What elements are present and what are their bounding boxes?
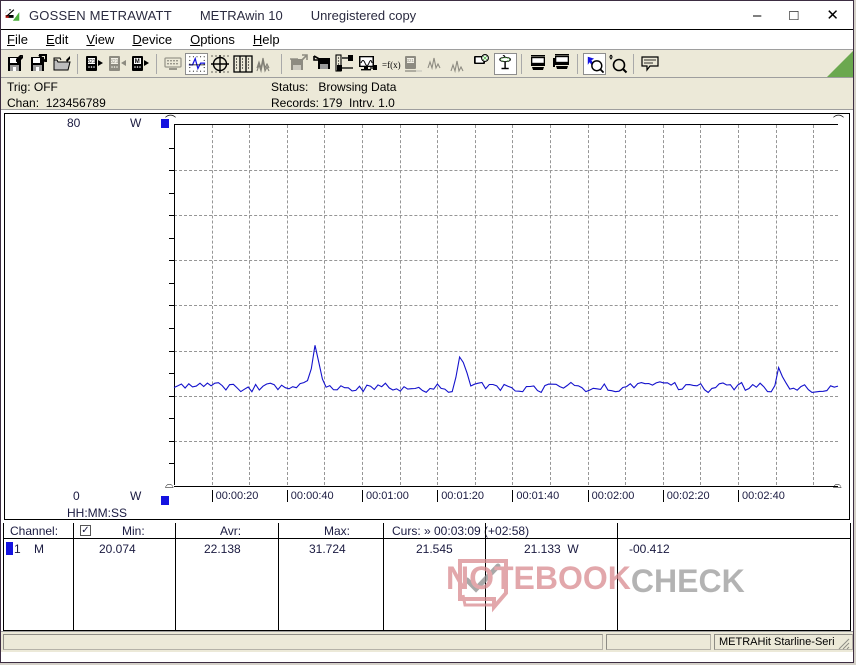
svg-text:M: M: [134, 59, 139, 65]
svg-text:321: 321: [406, 58, 414, 63]
svg-text:=f(x): =f(x): [382, 60, 401, 70]
svg-text:321: 321: [110, 59, 119, 65]
svg-text:321: 321: [87, 59, 96, 65]
